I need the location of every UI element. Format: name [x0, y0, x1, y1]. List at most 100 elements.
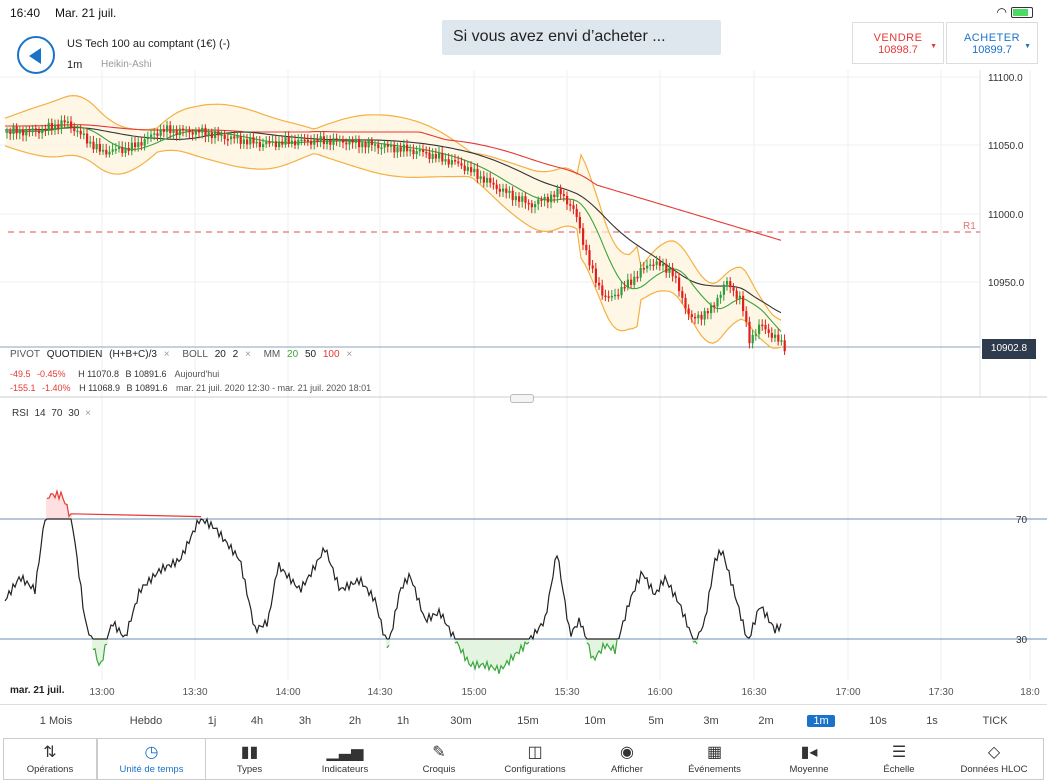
- back-button[interactable]: [17, 36, 55, 74]
- rsi-legend[interactable]: RSI 14 70 30 ×: [12, 408, 91, 419]
- toolbar-layout-button[interactable]: ◫ Configurations: [481, 739, 589, 779]
- period-10s[interactable]: 10s: [869, 715, 887, 727]
- toolbar-label: Échelle: [883, 764, 915, 775]
- sell-button[interactable]: VENDRE 10898.7 ▼: [852, 22, 944, 64]
- clock-icon: ◷: [144, 744, 159, 761]
- period-1j[interactable]: 1j: [207, 715, 217, 727]
- rsi-p1: 14: [34, 408, 46, 419]
- timeframe-label[interactable]: 1m: [67, 59, 83, 71]
- price-axis: 11100.0 11050.0 11000.0 10950.0: [988, 73, 1025, 289]
- pivot-close-icon[interactable]: ×: [163, 349, 170, 360]
- toolbar-arrows-updown-button[interactable]: ⇅ Opérations: [4, 739, 97, 779]
- period-1h[interactable]: 1h: [396, 715, 410, 727]
- back-arrow-icon: [29, 48, 41, 64]
- time-axis: 13:00 13:30 14:00 14:30 15:00 15:30 16:00 16:30…: [89, 687, 1040, 698]
- period-selected[interactable]: 1m: [807, 715, 835, 727]
- toolbar-bar-chart-button[interactable]: ▁▃▅ Indicateurs: [293, 739, 397, 779]
- pivot-label[interactable]: PIVOT: [10, 349, 41, 360]
- buy-dropdown-icon: ▼: [1024, 43, 1031, 50]
- mm-20[interactable]: 20: [287, 349, 299, 360]
- today-note: Aujourd'hui: [174, 369, 220, 379]
- average-icon: ▮◂: [800, 744, 818, 761]
- ma-50-line: [5, 127, 782, 314]
- period-15m[interactable]: 15m: [517, 715, 539, 727]
- period-tick[interactable]: TICK: [982, 715, 1008, 727]
- toolbar-eye-button[interactable]: ◉ Afficher: [589, 739, 665, 779]
- r1-label: R1: [963, 221, 976, 232]
- mm-close-icon[interactable]: ×: [346, 349, 353, 360]
- bollinger-lower: [4, 145, 782, 349]
- toolbar-candles-button[interactable]: ▮▮ Types: [206, 739, 293, 779]
- price-chart[interactable]: R1 11100.0 11050.0 11000.0 10950.0 70 30 13…: [0, 70, 1047, 704]
- boll-label[interactable]: BOLL: [182, 349, 208, 360]
- mm-label[interactable]: MM: [263, 349, 281, 360]
- boll-period[interactable]: 20: [214, 349, 226, 360]
- period-selector: 1 Mois Hebdo 1j 4h 3h 2h 1h 30m 15m 10m 5m 3m 2m 1m 10…: [0, 704, 1047, 736]
- rsi-close-icon[interactable]: ×: [85, 408, 92, 419]
- mm-100[interactable]: 100: [322, 349, 340, 360]
- toolbar-calendar-button[interactable]: ▦ Événements: [665, 739, 764, 779]
- wifi-icon: ◠: [996, 5, 1007, 19]
- pivot-period[interactable]: QUOTIDIEN: [46, 349, 103, 360]
- rsi-overbought-fill: [46, 491, 202, 519]
- legend-row-range: -155.1 -1.40% H 11068.9 B 10891.6 mar. 2…: [10, 383, 375, 393]
- period-1s[interactable]: 1s: [926, 715, 938, 727]
- period-hebdo[interactable]: Hebdo: [129, 715, 163, 727]
- sell-price: 10898.7: [878, 44, 918, 56]
- change-range: -155.1: [10, 383, 36, 393]
- toolbar-pencil-button[interactable]: ✎ Croquis: [397, 739, 481, 779]
- toolbar-label: Données HLOC: [960, 764, 1028, 775]
- rsi-p3: 30: [68, 408, 80, 419]
- mm-50[interactable]: 50: [304, 349, 317, 360]
- instrument-title: US Tech 100 au comptant (1€) (-): [67, 38, 231, 50]
- time-tick: 14:30: [367, 687, 392, 698]
- candles-icon: ▮▮: [240, 744, 259, 761]
- layout-icon: ◫: [527, 744, 543, 761]
- tooltip-banner: Si vous avez envi d’acheter ...: [442, 20, 721, 55]
- toolbar-clock-button[interactable]: ◷ Unité de temps: [97, 739, 206, 779]
- pivot-formula[interactable]: (H+B+C)/3: [109, 349, 157, 360]
- toolbar-scale-button[interactable]: ☰ Échelle: [854, 739, 944, 779]
- time-tick: 15:30: [554, 687, 579, 698]
- rsi-line: [4, 517, 782, 641]
- scale-icon: ☰: [891, 744, 907, 761]
- period-10m[interactable]: 10m: [584, 715, 606, 727]
- price-tick: 11000.0: [988, 210, 1024, 221]
- period-5m[interactable]: 5m: [648, 715, 664, 727]
- toolbar-average-button[interactable]: ▮◂ Moyenne: [764, 739, 854, 779]
- buy-button[interactable]: ACHETER 10899.7 ▼: [946, 22, 1038, 64]
- chart-type-label[interactable]: Heikin-Ashi: [101, 59, 152, 70]
- legend-row-today: -49.5 -0.45% H 11070.8 B 10891.6 Aujourd…: [10, 369, 223, 379]
- pane-resize-handle[interactable]: [510, 394, 534, 403]
- rsi-overbought-line: [46, 488, 202, 518]
- period-30m[interactable]: 30m: [450, 715, 472, 727]
- toolbar-label: Événements: [688, 764, 741, 775]
- period-3h[interactable]: 3h: [298, 715, 312, 727]
- high-today: H 11070.8: [78, 369, 119, 379]
- boll-close-icon[interactable]: ×: [244, 349, 251, 360]
- toolbar-label: Opérations: [26, 764, 74, 775]
- time-tick: 17:00: [835, 687, 860, 698]
- change-pct-today: -0.45%: [37, 369, 66, 379]
- indicator-legend: PIVOT QUOTIDIEN (H+B+C)/3 × BOLL 20 2 × …: [10, 349, 356, 363]
- toolbar-crosshair-button[interactable]: ◇ Données HLOC: [944, 739, 1044, 779]
- calendar-icon: ▦: [706, 744, 723, 761]
- period-4h[interactable]: 4h: [250, 715, 264, 727]
- period-3m[interactable]: 3m: [703, 715, 719, 727]
- bottom-toolbar: ⇅ Opérations ◷ Unité de temps ▮▮ Types ▁▃▅ Indi…: [3, 738, 1044, 780]
- low-range: B 10891.6: [126, 383, 168, 393]
- period-2m[interactable]: 2m: [758, 715, 774, 727]
- period-2h[interactable]: 2h: [348, 715, 362, 727]
- price-tick: 11050.0: [988, 141, 1024, 152]
- candles: [6, 115, 786, 355]
- last-price-badge: 10902.8: [982, 339, 1036, 359]
- time-tick: 16:00: [647, 687, 672, 698]
- period-1-mois[interactable]: 1 Mois: [39, 715, 73, 727]
- range-note: mar. 21 juil. 2020 12:30 - mar. 21 juil.…: [176, 383, 372, 393]
- price-tick: 11100.0: [988, 73, 1023, 84]
- boll-dev[interactable]: 2: [232, 349, 239, 360]
- price-tick: 10950.0: [988, 278, 1025, 289]
- period-1m[interactable]: 1m: [797, 713, 845, 729]
- toolbar-label: Configurations: [504, 764, 566, 775]
